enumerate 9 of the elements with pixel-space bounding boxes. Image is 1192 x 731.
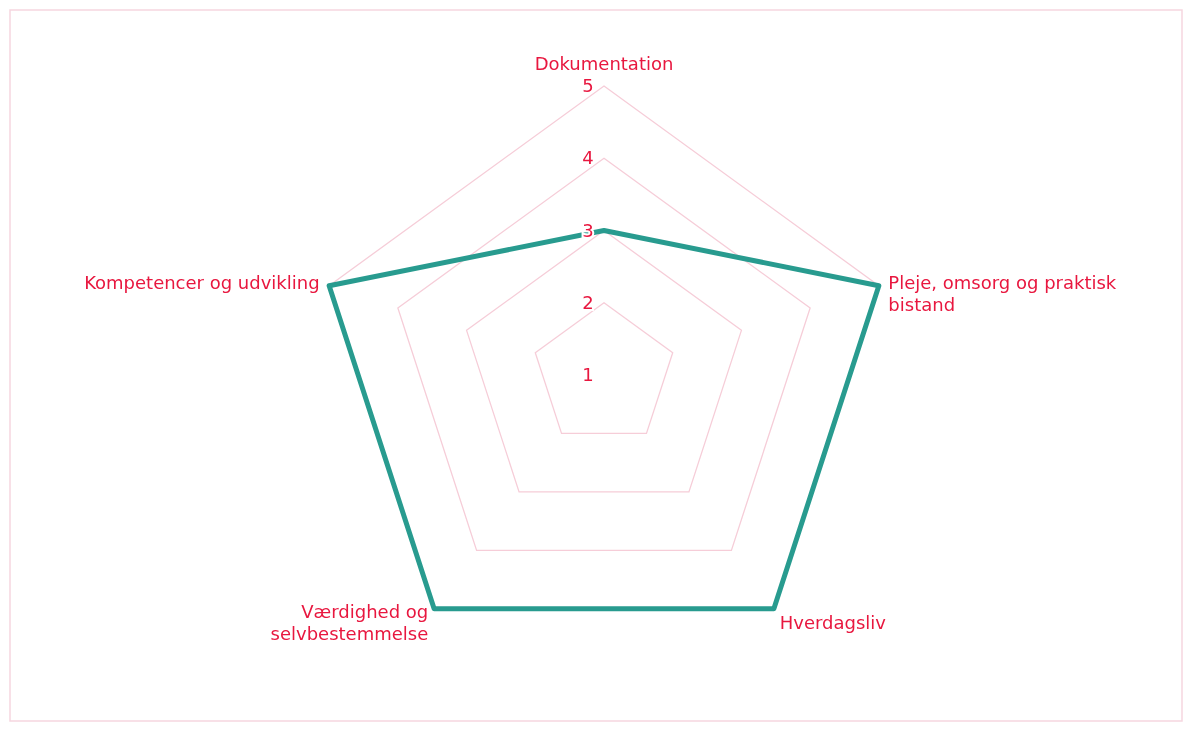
y-tick-label: 4 <box>582 147 594 169</box>
y-tick-label: 5 <box>582 75 594 96</box>
spoke-label: Pleje, omsorg og praktisk bistand <box>888 271 1117 315</box>
y-tick-label: 2 <box>582 291 594 313</box>
spoke-label: Hverdagsliv <box>779 611 887 633</box>
spoke-label: Kompetencer og udvikling <box>84 271 320 293</box>
spoke-label: Dokumentation <box>534 53 674 74</box>
y-tick-label: 1 <box>582 364 594 385</box>
spoke-label: Værdighed og selvbestemmelse <box>270 600 429 644</box>
